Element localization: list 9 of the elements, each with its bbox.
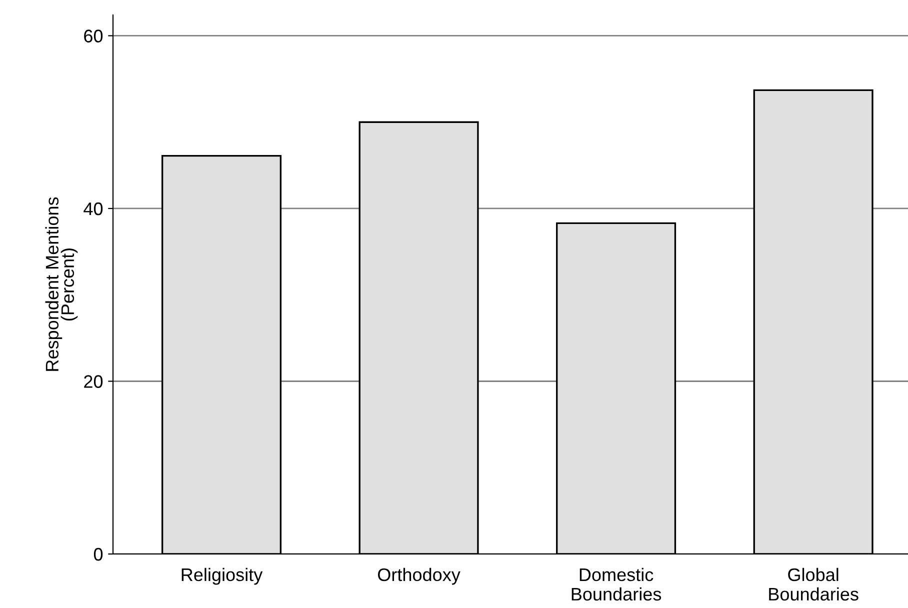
- y-tick-label: 40: [84, 202, 103, 216]
- x-tick-label: Orthodoxy: [378, 568, 460, 585]
- x-tick-label: Global Boundaries: [769, 568, 858, 601]
- y-tick-label: 0: [94, 548, 103, 561]
- x-tick-label: Religiosity: [182, 568, 263, 585]
- x-tick-label: Domestic Boundaries: [572, 568, 662, 601]
- y-tick-label: 20: [84, 375, 103, 388]
- y-axis-title: Respondent Mentions (Percent): [45, 197, 78, 371]
- y-tick-label: 60: [84, 30, 103, 42]
